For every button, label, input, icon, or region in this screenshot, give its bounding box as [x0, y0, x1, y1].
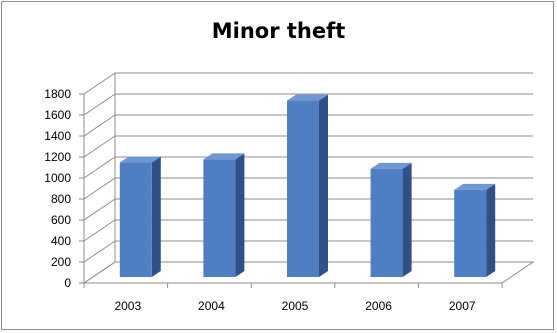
- bar-top: [119, 156, 161, 163]
- bar-side: [235, 153, 245, 277]
- bar-side: [486, 183, 496, 277]
- y-tick-label: 1400: [44, 129, 71, 143]
- y-tick-label: 200: [51, 255, 71, 269]
- x-tick-label: 2003: [114, 299, 141, 313]
- bar-front: [454, 189, 487, 277]
- y-tick-label: 600: [51, 213, 71, 227]
- x-tick-label: 2004: [198, 299, 225, 313]
- x-tick-label: 2007: [449, 299, 476, 313]
- y-tick-label: 1800: [44, 87, 71, 101]
- bar: [203, 153, 245, 277]
- y-tick-label: 1600: [44, 108, 71, 122]
- y-tick-label: 400: [51, 234, 71, 248]
- bar-side: [151, 156, 161, 277]
- bar-front: [287, 100, 319, 277]
- bar: [454, 183, 496, 277]
- bar: [119, 156, 161, 277]
- floor: [82, 261, 535, 284]
- wall-gridline: [83, 198, 116, 221]
- wall-gridline: [83, 240, 116, 263]
- wall-gridline: [83, 177, 116, 200]
- chart-title: Minor theft: [211, 19, 346, 43]
- bar-top: [287, 94, 328, 101]
- bar-side: [319, 94, 328, 277]
- y-tick-label: 800: [51, 192, 71, 206]
- bar-front: [370, 168, 403, 277]
- bar-top: [454, 183, 496, 190]
- y-tick-label: 1000: [44, 171, 71, 185]
- bar-front: [119, 162, 152, 277]
- wall-gridline: [83, 114, 116, 137]
- wall-gridline: [83, 156, 116, 179]
- wall-gridline: [83, 72, 116, 95]
- x-tick-label: 2006: [365, 299, 392, 313]
- bar-top: [370, 162, 412, 169]
- wall-gridline: [83, 93, 116, 116]
- bars-layer: [119, 94, 496, 277]
- x-tick-label: 2005: [282, 299, 309, 313]
- bar: [370, 162, 412, 277]
- y-tick-label: 0: [64, 276, 71, 290]
- bar-side: [402, 162, 412, 277]
- bar: [287, 94, 328, 277]
- wall-gridline: [83, 219, 116, 242]
- bar-top: [203, 153, 245, 160]
- wall-gridline: [83, 135, 116, 158]
- bar-front: [203, 159, 236, 277]
- y-tick-label: 1200: [44, 150, 71, 164]
- labels-layer: 0 200 400 600 800 1000 1200 1400 1600 1800 2003 200…: [44, 87, 476, 313]
